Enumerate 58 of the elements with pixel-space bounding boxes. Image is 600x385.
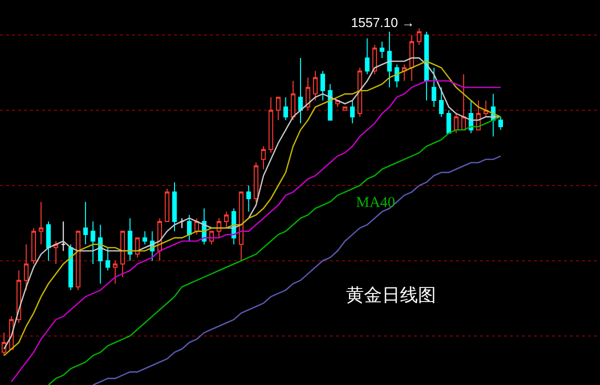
candlestick — [38, 201, 44, 245]
candlestick — [164, 188, 170, 222]
annotation: 1557.10 → — [351, 15, 415, 30]
candlestick — [387, 31, 392, 88]
candlestick — [358, 67, 362, 118]
candlestick — [290, 80, 296, 121]
candlestick — [68, 244, 74, 291]
candlestick — [298, 57, 303, 124]
candlestick — [409, 34, 414, 82]
candlestick — [320, 70, 326, 101]
candlestick — [498, 116, 503, 130]
candlestick — [60, 220, 66, 252]
candlestick — [180, 218, 184, 229]
candlestick — [187, 214, 192, 242]
candlestick — [454, 113, 459, 134]
candlestick — [254, 162, 258, 202]
candlestick — [46, 220, 51, 262]
annotation: 黄金日线图 — [346, 285, 436, 306]
candlestick — [261, 146, 266, 170]
candlestick — [342, 106, 348, 111]
candlestick — [112, 260, 118, 284]
candlestick — [380, 41, 384, 58]
candlestick — [54, 240, 58, 264]
candlestick — [364, 38, 370, 75]
candlestick — [394, 64, 400, 88]
candlestick — [224, 211, 229, 229]
candlestick — [461, 74, 466, 130]
candlestick — [172, 182, 177, 232]
candlestick — [246, 185, 251, 212]
candlestick — [313, 70, 318, 101]
candlestick — [90, 220, 96, 264]
candlestick — [238, 192, 244, 262]
candlestick — [268, 96, 274, 154]
candlestick — [120, 230, 125, 278]
candlestick — [424, 31, 429, 101]
candlestick — [283, 96, 288, 121]
candlestick — [306, 77, 310, 111]
candlestick — [105, 247, 110, 272]
candlestick — [432, 67, 436, 108]
candlestick — [135, 237, 140, 258]
candlestick — [142, 230, 148, 245]
candlestick — [76, 230, 80, 291]
candlestick — [216, 218, 222, 238]
candlestick — [446, 110, 452, 134]
candlestick — [484, 100, 488, 118]
candlestick — [31, 228, 36, 264]
candlestick — [83, 201, 88, 245]
candlestick — [276, 96, 281, 121]
candlestick — [372, 44, 377, 75]
candlestick — [439, 86, 444, 118]
candlestick — [402, 64, 407, 82]
candlestick — [98, 224, 103, 284]
candlestick — [350, 100, 355, 124]
candlestick — [328, 84, 332, 121]
candlestick — [128, 218, 132, 262]
candlestick — [416, 28, 422, 46]
candlestick — [24, 244, 29, 291]
series-label: MA40 — [356, 195, 396, 211]
